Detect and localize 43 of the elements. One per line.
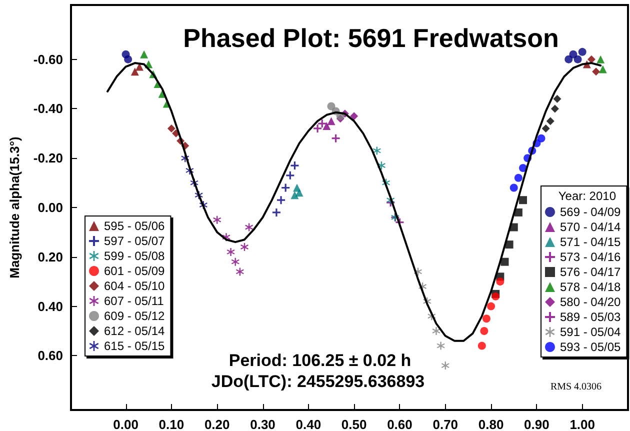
x-tick-label: 0.30 xyxy=(250,417,276,431)
legend-label: 612 - 05/14 xyxy=(104,324,166,338)
x-tick-label: 0.40 xyxy=(296,417,322,431)
text: Phased Plot: 5691 Fredwatson xyxy=(183,23,559,53)
legend-label: 607 - 05/11 xyxy=(104,294,164,308)
y-tick-label: 0.00 xyxy=(38,200,63,215)
legend-label: 576 - 04/17 xyxy=(560,265,622,279)
legend-label: 609 - 05/12 xyxy=(104,309,166,323)
legend-label: 593 - 05/05 xyxy=(560,340,622,354)
x-tick-label: 0.50 xyxy=(341,417,367,431)
x-tick-label: 0.70 xyxy=(432,417,458,431)
x-tick-label: 0.10 xyxy=(158,417,184,431)
legend-label: 597 - 05/07 xyxy=(104,234,166,248)
x-tick-label: 0.80 xyxy=(478,417,504,431)
x-tick-label: 1.00 xyxy=(570,417,595,431)
y-tick-label: 0.40 xyxy=(38,298,63,314)
annotation: RMS 4.0306 xyxy=(550,382,602,392)
y-tick-label: -0.60 xyxy=(33,52,63,67)
legend-label: 589 - 05/03 xyxy=(560,310,622,324)
legend-label: 591 - 05/04 xyxy=(560,325,622,339)
legend-label: 601 - 05/09 xyxy=(104,264,166,278)
legend-label: 573 - 04/16 xyxy=(560,250,622,264)
x-tick-label: 0.60 xyxy=(387,417,412,431)
y-tick-label: 0.60 xyxy=(38,348,63,364)
y-axis-title: Magnitude alpha(15.3°) xyxy=(7,136,22,278)
legend-label: 595 - 05/06 xyxy=(104,219,166,233)
legend-label: 571 - 04/15 xyxy=(560,235,622,249)
legend-label: 580 - 04/20 xyxy=(560,295,622,309)
y-tick-label: -0.40 xyxy=(33,101,63,116)
x-tick-label: 0.00 xyxy=(113,417,138,431)
legend-label: 615 - 05/15 xyxy=(104,339,166,353)
y-tick-label: 0.20 xyxy=(38,249,63,264)
y-tick-label: -0.20 xyxy=(33,150,63,166)
legend-title: Year: 2010 xyxy=(558,189,616,203)
legend-label: 604 - 05/10 xyxy=(104,279,166,293)
legend-label: 570 - 04/14 xyxy=(560,220,622,234)
x-tick-label: 0.20 xyxy=(204,417,230,431)
legend-label: 578 - 04/18 xyxy=(560,280,622,294)
annotation: Period: 106.25 ± 0.02 h xyxy=(228,351,412,370)
legend-label: 599 - 05/08 xyxy=(104,249,166,263)
annotation: JDo(LTC): 2455295.636893 xyxy=(211,372,425,391)
legend-label: 569 - 04/09 xyxy=(560,205,622,219)
x-tick-label: 0.90 xyxy=(524,417,550,431)
